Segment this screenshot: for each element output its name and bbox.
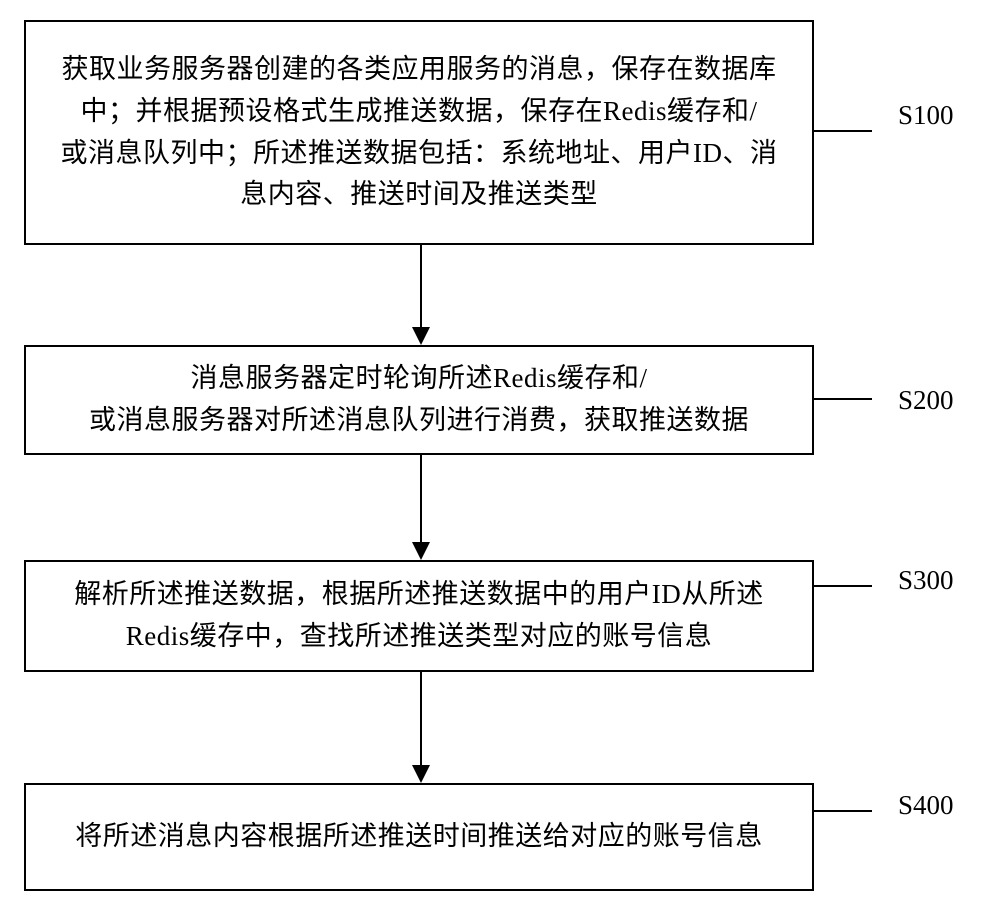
- flowchart-canvas: 获取业务服务器创建的各类应用服务的消息，保存在数据库中；并根据预设格式生成推送数…: [0, 0, 1000, 919]
- connector-s300: [814, 585, 872, 587]
- step-label-s100: S100: [898, 100, 954, 131]
- connector-s100: [814, 130, 872, 132]
- flow-node-s100: 获取业务服务器创建的各类应用服务的消息，保存在数据库中；并根据预设格式生成推送数…: [24, 20, 814, 245]
- connector-s400: [814, 810, 872, 812]
- flow-node-s400: 将所述消息内容根据所述推送时间推送给对应的账号信息: [24, 783, 814, 891]
- flow-node-s100-text: 获取业务服务器创建的各类应用服务的消息，保存在数据库中；并根据预设格式生成推送数…: [48, 49, 790, 216]
- step-label-s200: S200: [898, 385, 954, 416]
- flow-node-s200: 消息服务器定时轮询所述Redis缓存和/或消息服务器对所述消息队列进行消费，获取…: [24, 345, 814, 455]
- connector-s200: [814, 398, 872, 400]
- flow-node-s400-text: 将所述消息内容根据所述推送时间推送给对应的账号信息: [75, 816, 763, 858]
- step-label-s300: S300: [898, 565, 954, 596]
- flow-node-s200-text: 消息服务器定时轮询所述Redis缓存和/或消息服务器对所述消息队列进行消费，获取…: [89, 358, 749, 442]
- flow-node-s300: 解析所述推送数据，根据所述推送数据中的用户ID从所述Redis缓存中，查找所述推…: [24, 560, 814, 672]
- flow-node-s300-text: 解析所述推送数据，根据所述推送数据中的用户ID从所述Redis缓存中，查找所述推…: [48, 574, 790, 658]
- step-label-s400: S400: [898, 790, 954, 821]
